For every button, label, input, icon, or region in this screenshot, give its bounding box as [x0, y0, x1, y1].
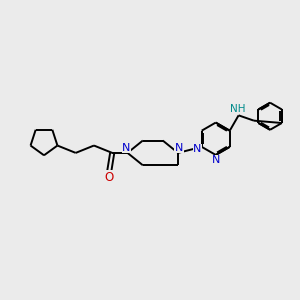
Text: N: N — [122, 142, 130, 153]
Text: NH: NH — [230, 104, 246, 114]
Text: N: N — [212, 155, 220, 165]
Text: N: N — [193, 144, 202, 154]
Text: N: N — [175, 142, 183, 153]
Text: O: O — [105, 170, 114, 184]
